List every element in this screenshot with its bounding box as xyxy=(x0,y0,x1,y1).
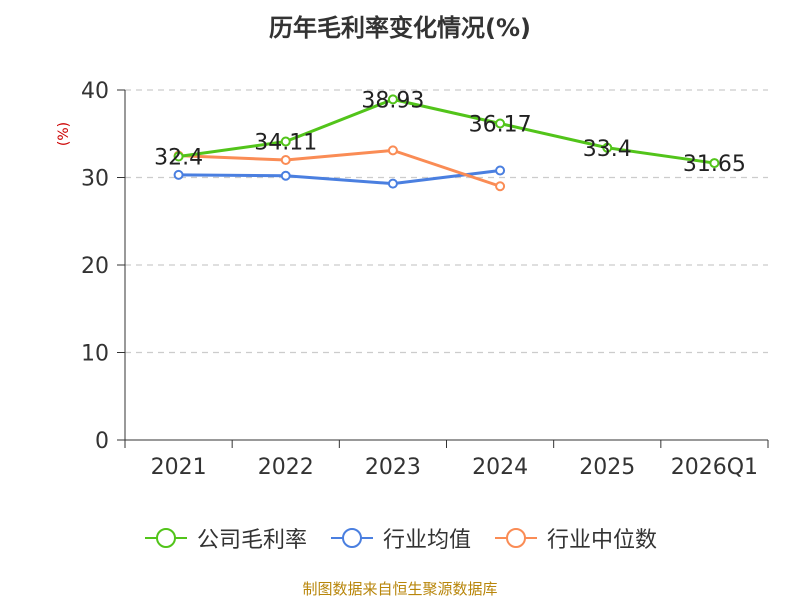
data-label: 38.93 xyxy=(361,88,424,113)
data-point xyxy=(495,165,506,176)
legend-item-industry-mean[interactable]: 行业均值 xyxy=(329,522,471,554)
data-label: 31.65 xyxy=(683,152,746,177)
x-tick-label: 2021 xyxy=(151,455,207,480)
data-point xyxy=(387,94,398,105)
data-label: 34.11 xyxy=(254,131,317,156)
y-tick-label: 10 xyxy=(81,342,109,367)
chart-title: 历年毛利率变化情况(%) xyxy=(269,14,531,42)
series-line xyxy=(178,97,715,165)
legend-label-company: 公司毛利率 xyxy=(196,528,307,553)
data-point xyxy=(173,169,184,180)
x-tick-label: 2026Q1 xyxy=(671,455,758,480)
data-label: 33.4 xyxy=(583,137,632,162)
data-source-note: 制图数据来自恒生聚源数据库 xyxy=(302,580,498,598)
grid-lines xyxy=(125,89,768,354)
x-tick-label: 2023 xyxy=(365,455,421,480)
legend-item-company[interactable]: 公司毛利率 xyxy=(143,522,307,554)
data-point xyxy=(387,145,398,156)
series-line xyxy=(178,148,501,188)
data-label: 36.17 xyxy=(469,113,532,138)
x-tick-label: 2024 xyxy=(472,455,528,480)
data-point xyxy=(280,170,291,181)
data-label: 32.4 xyxy=(154,146,203,171)
data-point xyxy=(173,151,184,162)
data-point xyxy=(602,142,613,153)
legend-marker-industry-mean xyxy=(330,528,373,548)
data-labels: 32.4 34.11 38.93 36.17 33.4 31.65 xyxy=(154,88,746,177)
legend-item-industry-median[interactable]: 行业中位数 xyxy=(493,522,657,554)
legend-label-industry-median: 行业中位数 xyxy=(547,528,658,553)
data-point xyxy=(495,181,506,192)
y-tick-label: 30 xyxy=(81,167,109,192)
y-tick-label: 40 xyxy=(81,79,109,104)
data-point xyxy=(495,118,506,129)
data-point xyxy=(387,178,398,189)
series-lines xyxy=(173,94,720,192)
x-tick-label: 2025 xyxy=(579,455,635,480)
y-tick-label: 0 xyxy=(95,429,109,454)
legend: 公司毛利率 行业均值 行业中位数 xyxy=(0,522,800,554)
data-point xyxy=(280,136,291,147)
series-line xyxy=(178,169,501,186)
y-tick-label: 20 xyxy=(81,254,109,279)
data-point xyxy=(280,155,291,165)
legend-marker-company xyxy=(144,528,187,548)
axes: 0 10 20 30 40 2021 2022 2023 2024 2025 2026Q1 xyxy=(81,79,769,480)
legend-label-industry-mean: 行业均值 xyxy=(382,528,471,553)
legend-marker-industry-median xyxy=(495,528,537,548)
data-point xyxy=(709,158,720,169)
x-tick-label: 2022 xyxy=(258,455,314,480)
